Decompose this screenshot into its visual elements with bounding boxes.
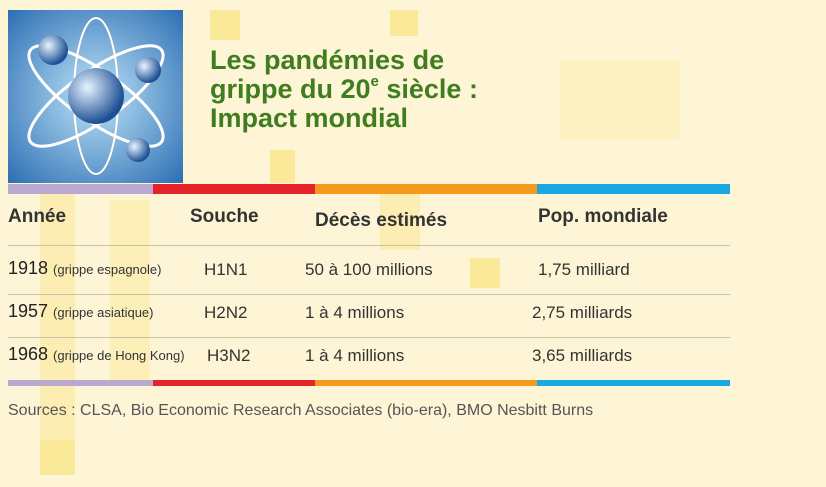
decor [560,60,680,140]
color-bar [537,184,730,194]
strain: H2N2 [204,303,247,323]
year-note: (grippe asiatique) [53,305,153,320]
deaths: 50 à 100 millions [305,260,433,280]
decor [270,150,295,183]
decor [390,10,418,36]
column-header: Année [8,206,66,228]
year-cell: 1957 (grippe asiatique) [8,301,154,322]
deaths: 1 à 4 millions [305,346,404,366]
color-bar [537,380,730,386]
title-line: Impact mondial [210,104,478,133]
page: Les pandémies de grippe du 20e siècle : … [0,0,826,487]
title-line: grippe du 20e siècle : [210,75,478,104]
color-bar [315,184,537,194]
deaths: 1 à 4 millions [305,303,404,323]
row-separator [8,294,730,295]
title-text: siècle : [379,74,478,104]
year: 1918 [8,258,48,278]
strain: H1N1 [204,260,247,280]
year-cell: 1968 (grippe de Hong Kong) [8,344,185,365]
column-header: Pop. mondiale [538,206,668,228]
population: 3,65 milliards [532,346,632,366]
population: 1,75 milliard [538,260,630,280]
decor [40,440,75,475]
color-bar [153,184,315,194]
population: 2,75 milliards [532,303,632,323]
strain: H3N2 [207,346,250,366]
year: 1957 [8,301,48,321]
column-header: Souche [190,206,259,228]
year-note: (grippe espagnole) [53,262,161,277]
row-separator [8,245,730,246]
globe-image [8,10,183,183]
title: Les pandémies de grippe du 20e siècle : … [210,46,478,133]
decor [470,258,500,288]
color-bar [8,380,153,386]
title-line: Les pandémies de [210,46,478,75]
color-bar [315,380,537,386]
column-header: Décès estimés [315,210,447,232]
year-note: (grippe de Hong Kong) [53,348,185,363]
year: 1968 [8,344,48,364]
color-bar [153,380,315,386]
sources: Sources : CLSA, Bio Economic Research As… [8,402,593,420]
decor [210,10,240,40]
year-cell: 1918 (grippe espagnole) [8,258,161,279]
title-superscript: e [371,73,379,90]
color-bar [8,184,153,194]
row-separator [8,337,730,338]
title-text: grippe du 20 [210,74,371,104]
